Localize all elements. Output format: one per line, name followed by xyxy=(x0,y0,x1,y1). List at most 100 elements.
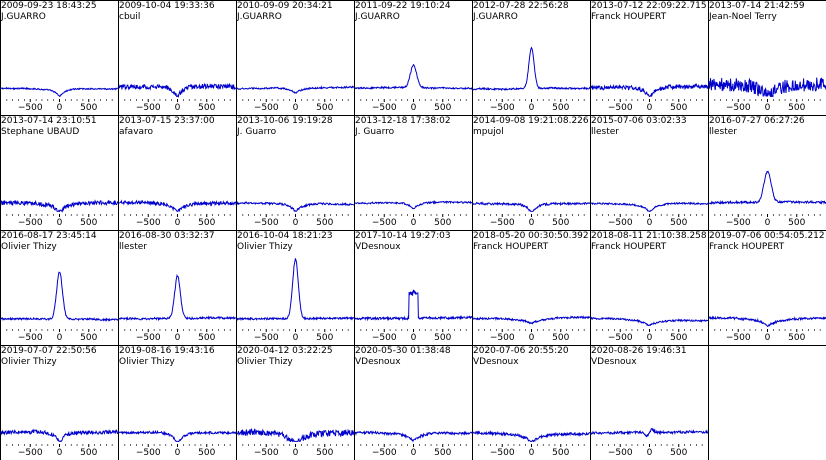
x-tick-label: 0 xyxy=(293,448,299,458)
spectrum-line xyxy=(590,427,709,438)
x-tick-label: 0 xyxy=(293,218,299,228)
panel-date-label: 2020-08-26 19:46:31 xyxy=(591,346,687,356)
panel-date-label: 2011-09-22 19:10:24 xyxy=(355,1,451,11)
x-tick-label: 0 xyxy=(175,218,181,228)
x-tick-label: 0 xyxy=(57,103,63,113)
panel-observer-label: cbuil xyxy=(119,12,140,22)
spectrum-line xyxy=(472,430,591,443)
spectrum-line xyxy=(118,429,237,442)
panel-observer-label: Jean-Noel Terry xyxy=(708,12,778,22)
spectrum-line xyxy=(472,201,591,212)
x-tick-label: 500 xyxy=(552,218,569,228)
x-tick-label: 0 xyxy=(529,103,535,113)
spectrum-line xyxy=(354,199,473,210)
x-tick-label: 500 xyxy=(788,333,805,343)
x-tick-label: −500 xyxy=(18,448,43,458)
panel-observer-label: Olivier Thizy xyxy=(1,242,57,252)
panel-observer-label: Franck HOUPERT xyxy=(591,12,667,22)
x-tick-label: 0 xyxy=(765,103,771,113)
x-tick-label: 500 xyxy=(788,218,805,228)
x-tick-label: −500 xyxy=(372,103,397,113)
panel-date-label: 2013-07-12 22:09:22.715 xyxy=(591,1,707,11)
panel-date-label: 2016-07-27 06:27:26 xyxy=(709,116,805,126)
panel-date-label: 2013-07-14 23:10:51 xyxy=(1,116,97,126)
spectrum-panel: 2011-09-22 19:10:24J.GUARRO −500 0 500 xyxy=(354,0,473,116)
panel-date-label: 2013-12-18 17:38:02 xyxy=(355,116,451,126)
spectrum-panel: 2012-07-28 22:56:28J.GUARRO −500 0 500 xyxy=(472,0,591,116)
panel-date-label: 2020-05-30 01:38:48 xyxy=(355,346,451,356)
panel-observer-label: J.GUARRO xyxy=(236,12,282,22)
spectrum-line xyxy=(354,430,473,443)
x-tick-label: −500 xyxy=(136,218,161,228)
panel-date-label: 2020-07-06 20:55:20 xyxy=(473,346,569,356)
x-tick-label: 0 xyxy=(411,448,417,458)
x-tick-label: 500 xyxy=(80,103,97,113)
spectrum-panel: 2010-09-09 20:34:21J.GUARRO −500 0 500 xyxy=(236,0,355,116)
x-tick-label: −500 xyxy=(726,103,751,113)
x-tick-label: 500 xyxy=(316,333,333,343)
x-tick-label: 500 xyxy=(788,103,805,113)
spectrum-line xyxy=(236,200,354,213)
spectrum-line xyxy=(708,77,826,98)
x-tick-label: 0 xyxy=(293,333,299,343)
panel-observer-label: J.GUARRO xyxy=(354,12,400,22)
panel-observer-label: VDesnoux xyxy=(355,242,401,252)
spectrum-line xyxy=(118,273,237,322)
x-tick-label: −500 xyxy=(254,103,279,113)
spectrum-panel: 2013-12-18 17:38:02J. Guarro −500 0 500 xyxy=(354,115,473,231)
panel-observer-label: J. Guarro xyxy=(354,127,395,137)
panel-observer-label: J.GUARRO xyxy=(0,12,46,22)
x-tick-label: −500 xyxy=(490,448,515,458)
x-tick-label: −500 xyxy=(608,218,633,228)
spectrum-line xyxy=(0,86,118,97)
panel-date-label: 2009-09-23 18:43:25 xyxy=(1,1,97,11)
spectrum-line xyxy=(472,46,591,92)
panel-observer-label: afavaro xyxy=(119,127,154,137)
spectrum-line xyxy=(236,258,355,321)
panel-frame xyxy=(590,345,709,460)
x-tick-label: 500 xyxy=(80,218,97,228)
x-tick-label: 0 xyxy=(411,218,417,228)
panel-date-label: 2013-07-15 23:37:00 xyxy=(119,116,215,126)
x-tick-label: 500 xyxy=(434,333,451,343)
x-tick-label: −500 xyxy=(608,448,633,458)
spectrum-line xyxy=(0,199,119,213)
x-tick-label: −500 xyxy=(372,333,397,343)
panel-observer-label: mpujol xyxy=(473,127,504,137)
panel-date-label: 2018-05-20 00:30:50.392 xyxy=(473,231,589,241)
panel-date-label: 2020-04-12 03:22:25 xyxy=(237,346,333,356)
x-tick-label: −500 xyxy=(254,218,279,228)
x-tick-label: 0 xyxy=(529,333,535,343)
panel-observer-label: llester xyxy=(709,127,737,137)
x-tick-label: 0 xyxy=(175,448,181,458)
x-tick-label: −500 xyxy=(136,103,161,113)
panel-date-label: 2016-10-04 18:21:23 xyxy=(237,231,333,241)
x-tick-label: 500 xyxy=(198,448,215,458)
panel-date-label: 2019-08-16 19:43:16 xyxy=(119,346,215,356)
x-tick-label: 0 xyxy=(647,448,653,458)
panel-date-label: 2010-09-09 20:34:21 xyxy=(237,1,333,11)
x-tick-label: −500 xyxy=(608,103,633,113)
spectrum-panel: 2009-09-23 18:43:25J.GUARRO −500 0 500 xyxy=(0,0,119,116)
x-tick-label: 500 xyxy=(434,103,451,113)
panel-date-label: 2013-10-06 19:19:28 xyxy=(237,116,333,126)
x-tick-label: 0 xyxy=(765,333,771,343)
panel-observer-label: VDesnoux xyxy=(355,357,401,367)
panel-date-label: 2014-09-08 19:21:08.226 xyxy=(473,116,589,126)
spectrum-line xyxy=(118,82,237,99)
x-tick-label: 500 xyxy=(552,333,569,343)
x-tick-label: 500 xyxy=(552,448,569,458)
panel-date-label: 2019-07-07 22:50:56 xyxy=(1,346,97,356)
